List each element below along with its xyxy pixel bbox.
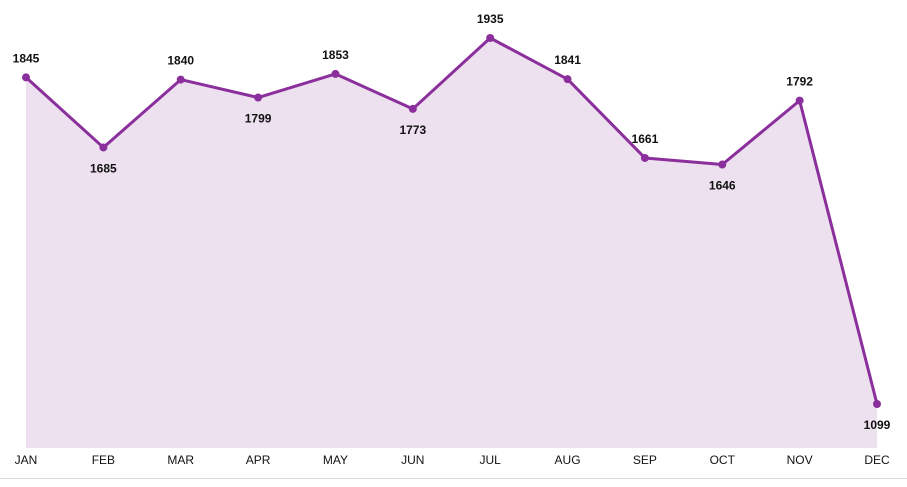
data-label-jun: 1773 xyxy=(399,123,426,137)
x-tick-label-dec: DEC xyxy=(864,453,890,467)
data-point-aug[interactable] xyxy=(563,75,572,84)
data-point-dec[interactable] xyxy=(873,400,881,408)
data-point-jul[interactable] xyxy=(486,34,495,42)
data-label-dec: 1099 xyxy=(864,418,891,432)
x-tick-label-feb: FEB xyxy=(92,453,115,467)
data-label-jul: 1935 xyxy=(477,12,504,26)
data-label-may: 1853 xyxy=(322,48,349,62)
data-point-jan[interactable] xyxy=(22,73,30,82)
data-label-oct: 1646 xyxy=(709,179,736,193)
x-tick-label-mar: MAR xyxy=(167,453,194,467)
data-point-may[interactable] xyxy=(331,69,340,78)
x-tick-label-aug: AUG xyxy=(555,453,581,467)
x-tick-label-apr: APR xyxy=(246,453,271,467)
x-tick-label-nov: NOV xyxy=(787,453,813,467)
data-label-sep: 1661 xyxy=(632,132,659,146)
data-point-jun[interactable] xyxy=(408,104,417,113)
bottom-divider xyxy=(0,478,907,479)
series-line xyxy=(24,36,879,406)
series-area xyxy=(26,38,877,448)
data-point-feb[interactable] xyxy=(99,143,108,152)
data-point-oct[interactable] xyxy=(718,160,727,169)
data-label-mar: 1840 xyxy=(167,54,194,68)
data-label-aug: 1841 xyxy=(554,53,581,67)
x-tick-label-may: MAY xyxy=(323,453,348,467)
data-label-feb: 1685 xyxy=(90,161,117,175)
data-point-sep[interactable] xyxy=(640,153,649,162)
data-point-apr[interactable] xyxy=(254,93,263,102)
x-tick-label-jun: JUN xyxy=(401,453,424,467)
data-point-mar[interactable] xyxy=(176,75,185,84)
x-tick-label-jul: JUL xyxy=(480,453,502,467)
data-label-jan: 1845 xyxy=(13,51,40,65)
data-label-apr: 1799 xyxy=(245,112,272,126)
x-tick-label-sep: SEP xyxy=(633,453,657,467)
x-tick-label-oct: OCT xyxy=(710,453,736,467)
data-label-nov: 1792 xyxy=(786,75,813,89)
data-point-nov[interactable] xyxy=(795,96,804,105)
x-tick-label-jan: JAN xyxy=(15,453,38,467)
